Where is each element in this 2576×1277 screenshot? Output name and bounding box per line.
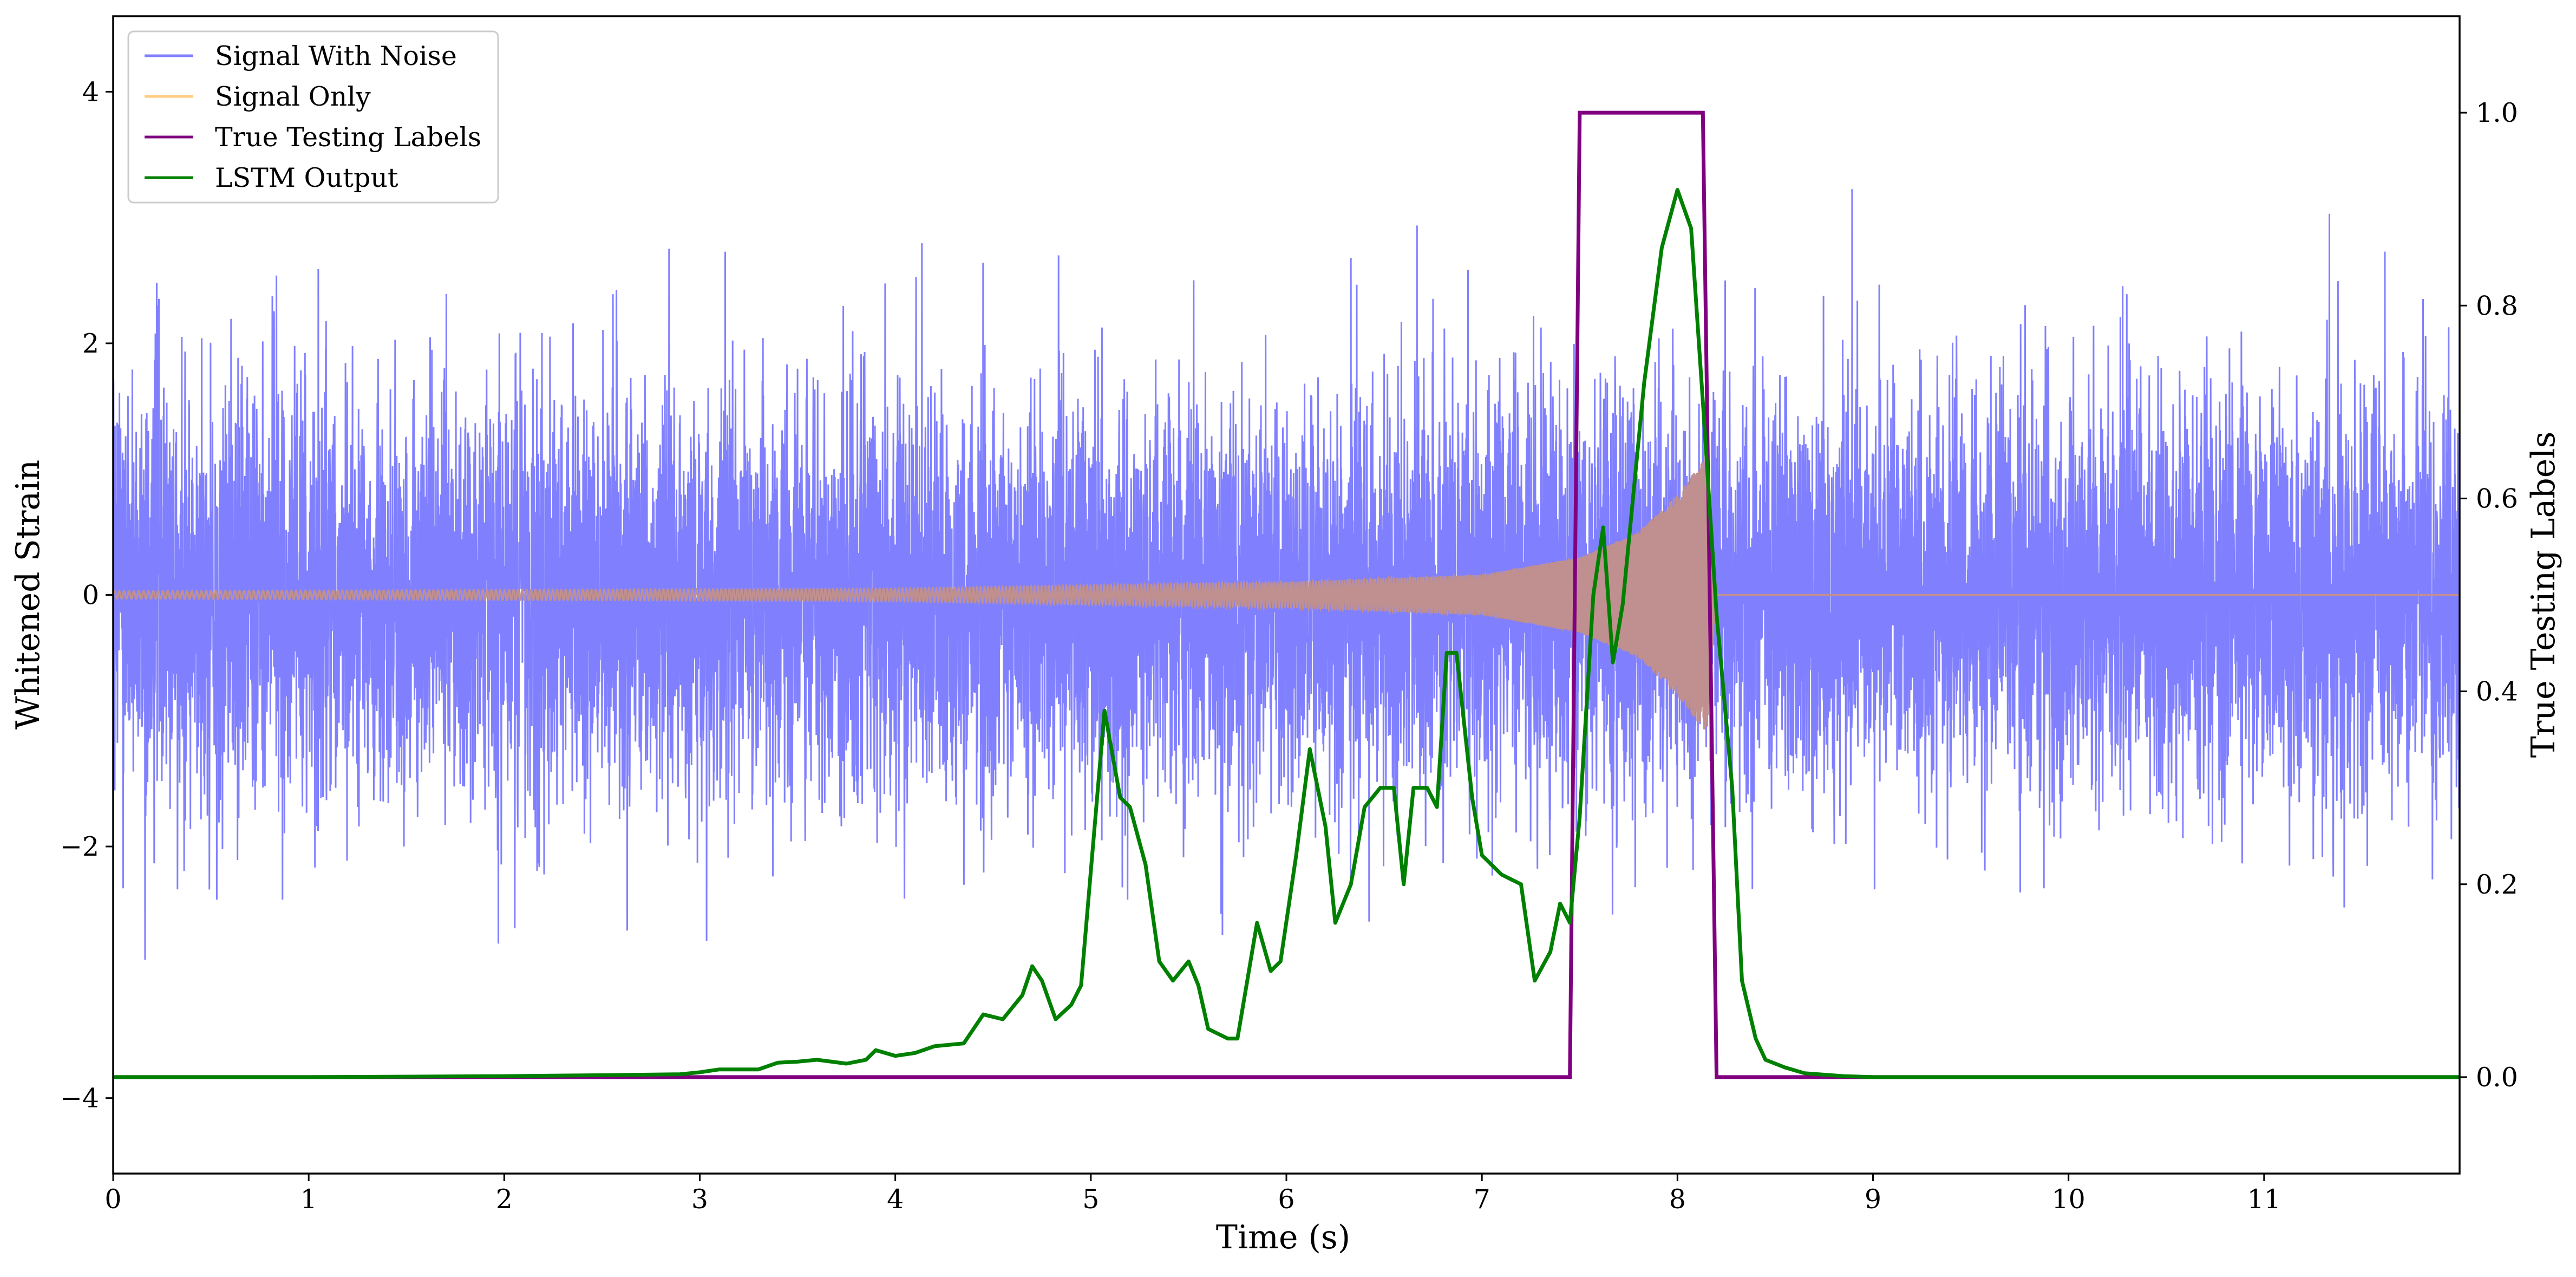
legend-label-signal-with-noise: Signal With Noise	[215, 41, 457, 71]
y-axis-left-label: Whitened Strain	[9, 460, 47, 729]
x-tick-label: 11	[2247, 1184, 2281, 1215]
x-tick-label: 10	[2051, 1184, 2085, 1215]
y-left-tick-label: 0	[82, 580, 99, 611]
legend-label-signal-only: Signal Only	[215, 81, 371, 112]
x-tick-label: 9	[1865, 1184, 1881, 1215]
signal-only-series	[113, 458, 2460, 729]
y-axis-right-label: True Testing Labels	[2525, 432, 2562, 758]
y-right-tick-label: 1.0	[2476, 97, 2518, 128]
y-left-tick-label: 4	[82, 76, 99, 107]
y-right-tick-label: 0.2	[2476, 869, 2518, 900]
legend-box	[127, 30, 499, 204]
y-axis-right: 0.0 0.2 0.4 0.6 0.8 1.0	[2460, 97, 2518, 1093]
y-right-tick-label: 0.0	[2476, 1062, 2518, 1093]
x-tick-label: 8	[1669, 1184, 1686, 1215]
y-axis-left: −4 −2 0 2 4	[60, 76, 113, 1114]
y-left-tick-label: 2	[82, 328, 99, 359]
x-tick-label: 2	[496, 1184, 513, 1215]
y-right-tick-label: 0.8	[2476, 290, 2518, 321]
x-tick-label: 6	[1278, 1184, 1294, 1215]
x-tick-label: 0	[104, 1184, 121, 1215]
legend: Signal With Noise Signal Only True Testi…	[127, 30, 499, 204]
legend-label-lstm-output: LSTM Output	[215, 162, 398, 193]
y-left-tick-label: −4	[60, 1083, 99, 1114]
legend-label-true-testing-labels: True Testing Labels	[215, 122, 481, 153]
x-tick-label: 1	[300, 1184, 317, 1215]
signal-with-noise-series	[113, 189, 2460, 960]
x-axis: 0 1 2 3 4 5 6 7 8 9 10 11	[104, 1174, 2281, 1215]
y-left-tick-label: −2	[60, 831, 99, 862]
y-right-tick-label: 0.6	[2476, 483, 2518, 514]
x-tick-label: 7	[1474, 1184, 1490, 1215]
x-tick-label: 3	[691, 1184, 708, 1215]
y-right-tick-label: 0.4	[2476, 676, 2518, 707]
x-tick-label: 4	[887, 1184, 904, 1215]
x-tick-label: 5	[1082, 1184, 1099, 1215]
plot-area	[113, 110, 2460, 1079]
lstm-output-series	[113, 188, 2460, 1079]
x-axis-label: Time (s)	[1216, 1219, 1350, 1256]
